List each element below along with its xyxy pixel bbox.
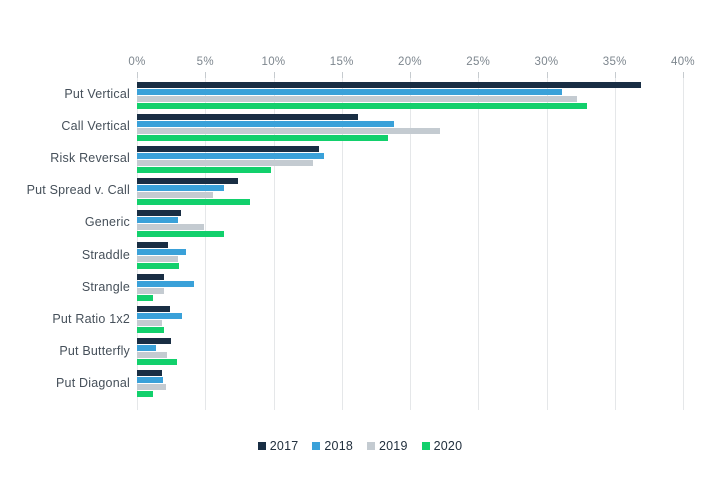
x-axis-tick-label: 25% [466, 56, 491, 68]
x-axis-tick-label: 35% [602, 56, 627, 68]
category-label: Put Ratio 1x2 [52, 311, 130, 326]
gridline [341, 78, 343, 410]
bar-2020 [137, 295, 154, 302]
bar-2018 [137, 88, 562, 95]
legend-label: 2017 [269, 439, 299, 453]
category-label: Strangle [81, 279, 130, 294]
x-axis-tickmark [273, 72, 275, 78]
bar-2017 [137, 145, 319, 152]
legend-label: 2019 [379, 439, 408, 453]
gridline [410, 78, 411, 410]
bar-2019 [137, 320, 162, 327]
category-label: Put Diagonal [56, 375, 130, 390]
gridline [546, 78, 548, 410]
bar-2019 [137, 95, 577, 102]
legend-label: 2020 [433, 439, 463, 453]
x-axis-tick-label: 10% [261, 56, 286, 68]
bar-2018 [137, 249, 187, 255]
bar-2017 [137, 209, 181, 216]
x-axis-tickmark [205, 72, 207, 78]
gridline [478, 78, 480, 410]
legend-item: 2018 [312, 439, 353, 453]
bar-2018 [137, 184, 225, 191]
bar-2017 [137, 242, 169, 248]
category-label: Generic [84, 215, 130, 230]
legend-swatch-icon [421, 442, 430, 450]
bar-2017 [137, 274, 165, 281]
gridline [614, 78, 616, 410]
bar-2019 [137, 223, 204, 230]
bar-2018 [137, 152, 324, 159]
category-label: Straddle [81, 247, 130, 262]
legend-item: 2019 [367, 439, 408, 453]
bar-2018 [137, 345, 157, 352]
category-label: Put Vertical [64, 87, 130, 101]
bar-2017 [137, 177, 238, 184]
bar-2020 [137, 391, 154, 398]
x-axis-tick-label: 5% [196, 56, 214, 68]
bar-2019 [137, 127, 441, 134]
gridline [683, 78, 684, 410]
legend-item: 2020 [421, 439, 463, 453]
bar-2019 [137, 191, 214, 198]
gridline [273, 78, 275, 410]
x-axis-tick-label: 20% [398, 56, 422, 68]
bar-2019 [137, 384, 166, 391]
bar-2019 [137, 288, 165, 295]
bar-2017 [137, 306, 170, 313]
bar-2020 [137, 327, 165, 334]
x-axis-tickmark [546, 72, 548, 78]
bar-2019 [137, 159, 314, 166]
bar-2017 [137, 113, 359, 120]
bar-2018 [137, 216, 178, 223]
x-axis-tick-label: 30% [534, 56, 559, 68]
bar-2020 [137, 102, 588, 109]
bar-2020 [137, 230, 225, 237]
bar-2020 [137, 166, 271, 173]
bar-2020 [137, 198, 251, 205]
x-axis-tickmark [410, 72, 411, 78]
category-label: Put Butterfly [59, 343, 130, 358]
bar-2019 [137, 352, 168, 359]
bar-2020 [137, 359, 177, 366]
bar-2019 [137, 256, 178, 262]
legend: 2017 2018 2019 2020 [0, 439, 720, 453]
x-axis-tick-label: 0% [128, 56, 146, 68]
x-axis-tickmark [341, 72, 343, 78]
category-label: Risk Reversal [50, 151, 130, 166]
legend-swatch-icon [312, 442, 321, 450]
bar-2017 [137, 370, 162, 377]
bar-2017 [137, 338, 172, 345]
x-axis-tick-label: 15% [329, 56, 354, 68]
bar-2018 [137, 313, 183, 320]
x-axis-tick-label: 40% [671, 56, 695, 68]
x-axis-tickmark [478, 72, 480, 78]
gridline [205, 78, 207, 410]
bar-2020 [137, 263, 180, 269]
bar-2018 [137, 281, 195, 288]
x-axis-tickmark [614, 72, 616, 78]
legend-item: 2017 [257, 439, 299, 453]
legend-swatch-icon [367, 442, 375, 450]
category-label: Call Vertical [61, 119, 130, 134]
legend-label: 2018 [324, 439, 353, 453]
x-axis-tickmark [683, 72, 684, 78]
bar-2018 [137, 377, 163, 384]
x-axis-tickmark [137, 72, 138, 78]
bar-2017 [137, 81, 641, 88]
legend-swatch-icon [257, 442, 266, 450]
bar-2020 [137, 134, 389, 141]
category-label: Put Spread v. Call [26, 183, 130, 198]
bar-2018 [137, 120, 394, 127]
